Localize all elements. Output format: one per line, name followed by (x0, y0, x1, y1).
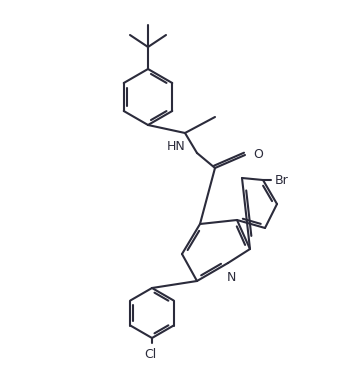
Text: Cl: Cl (144, 348, 156, 361)
Text: Br: Br (275, 173, 289, 187)
Text: HN: HN (166, 141, 185, 154)
Text: N: N (226, 271, 236, 284)
Text: O: O (253, 149, 263, 161)
